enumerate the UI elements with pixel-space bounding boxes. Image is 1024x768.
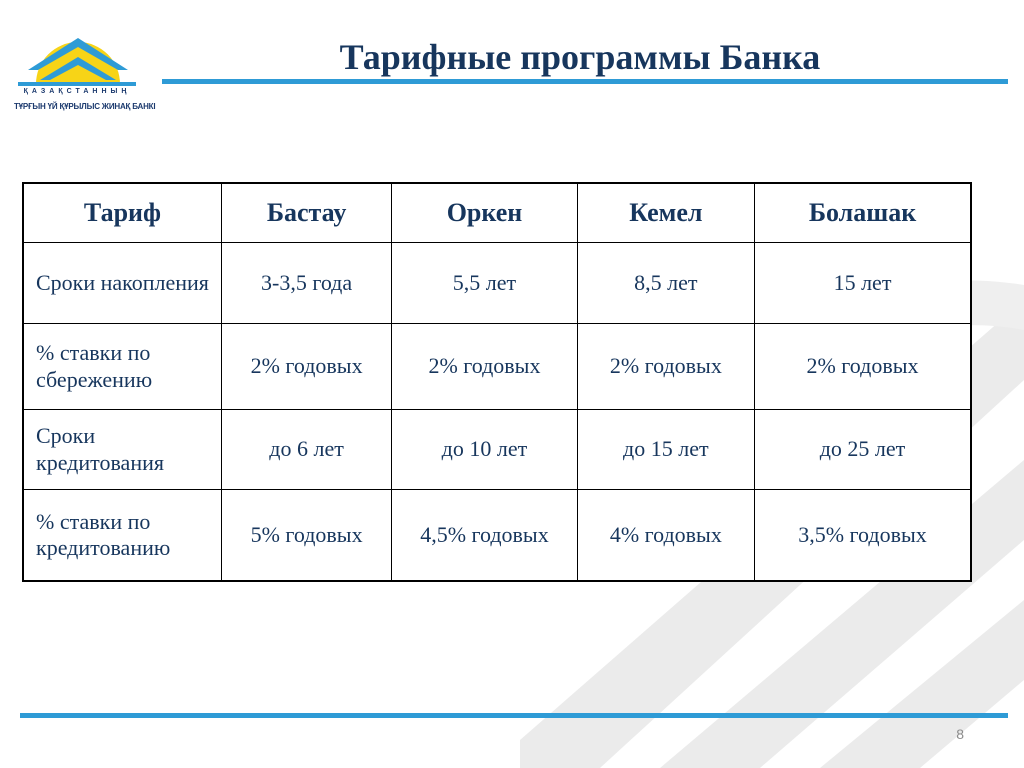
table-cell: 2% годовых [754, 323, 972, 410]
title-underline [162, 79, 1008, 84]
table-row: Сроки накопления 3-3,5 года 5,5 лет 8,5 … [22, 242, 972, 324]
header-kemel: Кемел [576, 182, 756, 243]
header-orken: Оркен [391, 182, 578, 243]
table-row: % ставки по сбережению 2% годовых 2% год… [22, 323, 972, 410]
table-row: % ставки по кредитованию 5% годовых 4,5%… [22, 489, 972, 582]
tariff-table: Тариф Бастау Оркен Кемел Болашак Сроки н… [22, 182, 972, 582]
table-row: Сроки кредитования до 6 лет до 10 лет до… [22, 409, 972, 490]
table-cell: до 6 лет [220, 409, 393, 490]
header-tariff: Тариф [22, 182, 222, 243]
bank-logo: ҚАЗАҚСТАННЫҢ ТҰРҒЫН ҮЙ ҚҰРЫЛЫС ЖИНАҚ БАН… [14, 22, 156, 120]
table-cell: 5% годовых [220, 489, 393, 582]
page-title: Тарифные программы Банка [339, 37, 821, 77]
table-cell: 2% годовых [391, 323, 578, 410]
table-cell: 3,5% годовых [754, 489, 972, 582]
row-label: % ставки по кредитованию [22, 489, 222, 582]
table-header-row: Тариф Бастау Оркен Кемел Болашак [22, 182, 972, 243]
table-cell: 15 лет [754, 242, 972, 324]
house-sun-icon [18, 38, 136, 86]
footer-rule [20, 713, 1008, 718]
table-cell: до 15 лет [576, 409, 756, 490]
table-cell: до 25 лет [754, 409, 972, 490]
row-label: % ставки по сбережению [22, 323, 222, 410]
table-cell: до 10 лет [391, 409, 578, 490]
table-cell: 4% годовых [576, 489, 756, 582]
header-bastau: Бастау [220, 182, 393, 243]
logo-text-bottom: ТҰРҒЫН ҮЙ ҚҰРЫЛЫС ЖИНАҚ БАНКІ [14, 102, 156, 111]
table-cell: 3-3,5 года [220, 242, 393, 324]
logo-text-top: ҚАЗАҚСТАННЫҢ [23, 88, 131, 95]
table-cell: 5,5 лет [391, 242, 578, 324]
table-cell: 4,5% годовых [391, 489, 578, 582]
row-label: Сроки накопления [22, 242, 222, 324]
table-cell: 2% годовых [576, 323, 756, 410]
table-cell: 8,5 лет [576, 242, 756, 324]
header-bolashak: Болашак [754, 182, 972, 243]
page-number: 8 [956, 726, 964, 742]
table-cell: 2% годовых [220, 323, 393, 410]
row-label: Сроки кредитования [22, 409, 222, 490]
